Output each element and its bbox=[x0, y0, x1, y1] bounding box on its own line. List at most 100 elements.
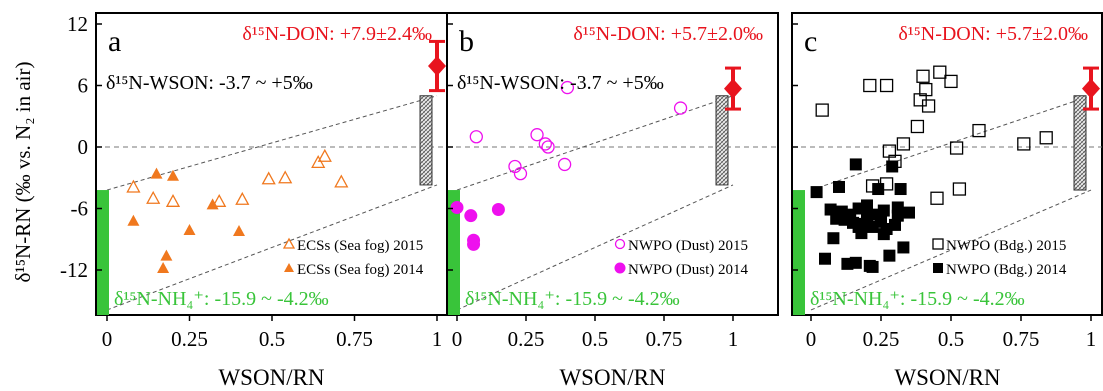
panel-b-series-1-point bbox=[450, 200, 464, 214]
panel-b-series-0-point bbox=[673, 101, 688, 115]
panel-b-series-0-point bbox=[541, 140, 555, 154]
panel-c-legend-marker-0 bbox=[932, 238, 944, 250]
panel-b-series-1-point bbox=[491, 203, 505, 217]
panel-c: 0 0.25 0.5 0.75 1 WSON/RN c δ¹⁵N-DON: +5.7±2.0‰… bbox=[791, 12, 1103, 390]
panel-b: 0 0.25 0.5 0.75 1 WSON/RN b δ¹⁵N-DON: +5.7±2.0‰… bbox=[446, 12, 779, 390]
panel-a-legend-label-0: ECSs (Sea fog) 2015 bbox=[297, 238, 423, 254]
panel-b-legend-marker-1 bbox=[614, 262, 626, 274]
panel-c-series-0-point bbox=[916, 69, 930, 83]
panel-c-x-tick-label: 0 bbox=[806, 327, 817, 351]
panel-a-legend-marker-0 bbox=[282, 237, 296, 249]
panel-c-nh4-label: δ¹⁵N-NH₄⁺: -15.9 ~ -4.2‰ bbox=[810, 288, 1025, 310]
panel-b-series-0-point bbox=[560, 80, 575, 95]
panel-c-letter: c bbox=[804, 25, 817, 58]
panel-c-mixing-line-lower bbox=[810, 189, 1092, 311]
panel-a-mixing-line-upper bbox=[106, 95, 438, 191]
panel-a-series-0-point bbox=[278, 170, 293, 184]
panel-c-x-tick-label: 0.5 bbox=[938, 327, 964, 351]
panel-c-x-tick-label: 0.75 bbox=[1003, 327, 1040, 351]
panel-a-series-1-point bbox=[127, 214, 140, 226]
panel-c-series-1-point bbox=[824, 203, 837, 216]
panel-c-legend-marker-1 bbox=[933, 263, 943, 273]
panel-c-series-1-point bbox=[855, 227, 868, 240]
panel-c-series-1-point bbox=[810, 186, 823, 199]
panel-c-series-0-point bbox=[879, 78, 894, 93]
panel-b-legend-label-1: NWPO (Dust) 2014 bbox=[628, 262, 748, 278]
panel-a-series-0-point bbox=[146, 190, 161, 204]
panel-c-series-1-point bbox=[891, 201, 904, 214]
panel-c-series-1-point bbox=[897, 241, 910, 254]
panel-b-mixing-line-upper bbox=[456, 95, 734, 191]
panel-b-nh4-label: δ¹⁵N-NH₄⁺: -15.9 ~ -4.2‰ bbox=[465, 288, 680, 310]
panel-c-series-0-point bbox=[1039, 131, 1053, 145]
panel-b-x-tick-label: 1 bbox=[728, 327, 739, 351]
panel-c-series-1-point bbox=[866, 260, 879, 273]
panel-c-x-tick-label: 1 bbox=[1086, 327, 1097, 351]
panel-a-series-0-point bbox=[165, 193, 181, 207]
panel-a-series-0-point bbox=[261, 171, 276, 185]
y-axis-label: δ¹⁵N-RN (‰ vs. N₂ in air) bbox=[11, 62, 35, 283]
panel-a-x-axis-label: WSON/RN bbox=[218, 365, 324, 390]
panel-a-letter: a bbox=[108, 25, 121, 58]
panel-c-series-0-point bbox=[933, 65, 947, 79]
panel-b-don-point bbox=[724, 78, 742, 99]
y-tick-label: 12 bbox=[67, 12, 88, 36]
panel-c-series-1-point bbox=[849, 158, 862, 171]
panel-c-don-point bbox=[1082, 78, 1100, 99]
panel-c-series-0-point bbox=[944, 74, 958, 89]
panel-a-series-1-point bbox=[157, 261, 170, 273]
panel-a-wson-range-bar bbox=[419, 95, 433, 186]
panel-c-series-0-point bbox=[919, 82, 933, 97]
panel-a-series-0-point bbox=[317, 148, 332, 162]
panel-b-x-tick-label: 0.75 bbox=[646, 327, 683, 351]
panel-c-wson-range-bar bbox=[1073, 95, 1087, 191]
panel-b-wson-range-bar bbox=[715, 95, 729, 186]
panel-c-series-0-point bbox=[815, 103, 829, 117]
panel-c-series-1-point bbox=[835, 205, 848, 218]
panel-c-series-1-point bbox=[819, 252, 831, 265]
panel-b-nh4-range-bar bbox=[448, 190, 460, 315]
panel-c-series-1-point bbox=[877, 228, 890, 241]
panel-a-legend-marker-1 bbox=[284, 263, 294, 272]
panel-a-x-tick-label: 0.75 bbox=[336, 327, 373, 351]
panel-a-series-1-point bbox=[183, 224, 196, 236]
panel-b-series-0-point bbox=[513, 166, 528, 181]
panel-c-legend-label-0: NWPO (Bdg.) 2015 bbox=[946, 238, 1066, 254]
panel-b-legend-marker-0 bbox=[614, 238, 626, 250]
panel-b-series-0-point bbox=[469, 130, 483, 144]
panel-b-frame bbox=[446, 12, 779, 316]
panel-c-series-1-point bbox=[877, 204, 890, 217]
panel-c-series-0-point bbox=[1017, 137, 1031, 151]
panel-a-series-1-point bbox=[167, 169, 179, 181]
panel-b-series-1-point bbox=[467, 237, 481, 251]
panel-a-x-tick-label: 0 bbox=[102, 327, 113, 351]
panel-c-series-0-point bbox=[930, 191, 944, 205]
panel-c-series-1-point bbox=[861, 199, 873, 212]
panel-a-series-0-point bbox=[235, 191, 250, 205]
panel-c-series-1-point bbox=[872, 183, 885, 196]
panel-a-x-tick-label: 0.25 bbox=[171, 327, 208, 351]
panel-c-series-1-point bbox=[889, 218, 901, 231]
panel-b-letter: b bbox=[459, 25, 474, 58]
panel-b-series-1-point bbox=[464, 209, 478, 223]
panel-c-series-1-point bbox=[886, 160, 899, 173]
panel-c-series-0-point bbox=[952, 182, 967, 196]
panel-c-x-axis-label: WSON/RN bbox=[894, 365, 1000, 390]
panel-a-wson-label: δ¹⁵N-WSON: -3.7 ~ +5‰ bbox=[106, 72, 313, 94]
panel-b-don-label: δ¹⁵N-DON: +5.7±2.0‰ bbox=[573, 23, 763, 45]
panel-c-frame bbox=[791, 12, 1103, 316]
panel-a-series-0-point bbox=[126, 179, 141, 193]
panel-c-x-tick-label: 0.25 bbox=[863, 327, 900, 351]
panel-a-series-1-point bbox=[160, 249, 173, 261]
panel-b-x-axis-label: WSON/RN bbox=[559, 365, 665, 390]
panel-b-series-0-point bbox=[538, 137, 552, 151]
panel-a-legend-label-1: ECSs (Sea fog) 2014 bbox=[297, 262, 424, 278]
panel-b-series-0-point bbox=[557, 157, 572, 172]
panel-a-series-1-point bbox=[233, 225, 245, 237]
panel-a-mixing-line-lower bbox=[106, 184, 438, 311]
panel-c-series-1-point bbox=[894, 183, 907, 196]
panel-c-series-0-point bbox=[910, 119, 925, 134]
panel-b-legend-label-0: NWPO (Dust) 2015 bbox=[628, 238, 748, 254]
panel-c-don-label: δ¹⁵N-DON: +5.7±2.0‰ bbox=[898, 23, 1088, 45]
